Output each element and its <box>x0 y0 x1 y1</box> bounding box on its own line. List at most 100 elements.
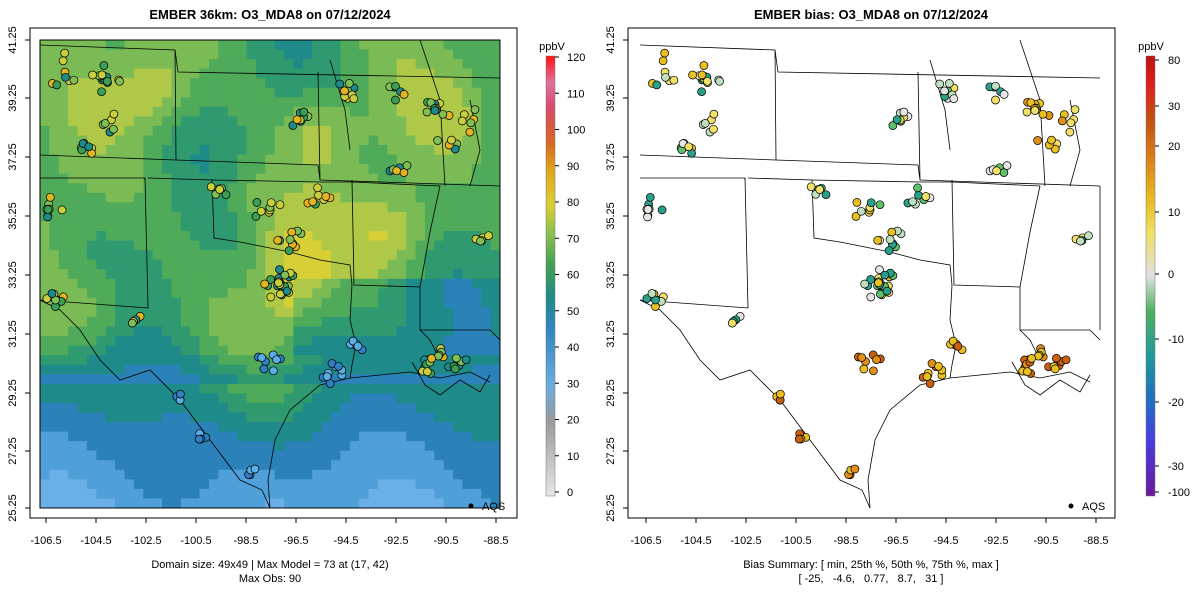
grid-cell <box>312 97 323 108</box>
grid-cell <box>284 402 294 413</box>
grid-cell <box>302 450 313 461</box>
grid-cell <box>368 97 379 108</box>
y-tick-label: 29.25 <box>7 379 19 407</box>
grid-cell <box>115 192 125 203</box>
grid-cell <box>86 87 97 98</box>
grid-cell <box>152 202 163 213</box>
grid-cell <box>58 211 69 222</box>
obs-site-marker <box>42 294 52 303</box>
grid-cell <box>227 231 238 242</box>
grid-cell <box>453 221 463 232</box>
grid-cell <box>133 192 144 203</box>
grid-cell <box>68 135 79 146</box>
bias-site-marker <box>874 278 883 288</box>
grid-cell <box>227 97 238 108</box>
grid-cell <box>312 479 323 490</box>
grid-cell <box>77 49 88 60</box>
grid-cell <box>368 164 379 175</box>
grid-cell <box>246 192 257 203</box>
grid-cell <box>443 374 454 385</box>
grid-cell <box>284 221 294 232</box>
grid-cell <box>190 259 201 270</box>
grid-cell <box>237 479 248 490</box>
grid-cell <box>490 173 500 184</box>
grid-cell <box>162 450 172 461</box>
grid-cell <box>255 345 266 356</box>
grid-cell <box>115 221 125 232</box>
state-border <box>147 177 353 286</box>
grid-cell <box>68 250 79 261</box>
grid-cell <box>302 479 313 490</box>
grid-cell <box>227 154 238 165</box>
grid-cell <box>96 145 107 156</box>
grid-cell <box>302 488 313 499</box>
grid-cell <box>302 422 313 433</box>
grid-cell <box>218 498 229 508</box>
grid-cell <box>199 498 210 508</box>
grid-cell <box>434 383 445 394</box>
grid-cell <box>434 192 445 203</box>
grid-cell <box>274 422 285 433</box>
grid-cell <box>208 49 219 60</box>
grid-cell <box>434 441 445 452</box>
grid-cell <box>377 116 388 127</box>
grid-cell <box>49 231 60 242</box>
grid-cell <box>331 116 341 127</box>
x-tick-label: -94.5 <box>933 535 958 547</box>
obs-site-marker <box>266 198 276 208</box>
grid-cell <box>199 364 210 375</box>
grid-cell <box>68 106 79 117</box>
grid-cell <box>40 488 50 499</box>
grid-cell <box>171 488 182 499</box>
grid-cell <box>302 231 313 242</box>
grid-cell <box>284 412 294 423</box>
grid-cell <box>293 40 304 51</box>
grid-cell <box>218 173 229 184</box>
obs-site-marker <box>84 142 94 152</box>
grid-cell <box>105 145 116 156</box>
grid-cell <box>312 125 323 137</box>
grid-cell <box>237 211 248 222</box>
grid-cell <box>143 441 154 452</box>
grid-cell <box>387 202 398 213</box>
grid-cell <box>77 374 88 385</box>
y-tick-label: 31.25 <box>605 320 617 348</box>
x-tick-label: -104.5 <box>680 535 711 547</box>
grid-cell <box>424 173 435 184</box>
grid-cell <box>68 221 79 232</box>
grid-cell <box>237 488 248 499</box>
grid-cell <box>453 460 463 471</box>
grid-cell <box>481 164 492 175</box>
grid-cell <box>68 192 79 203</box>
grid-cell <box>293 479 304 490</box>
grid-cell <box>396 469 407 480</box>
grid-cell <box>58 173 69 184</box>
grid-cell <box>368 450 379 461</box>
grid-cell <box>293 402 304 413</box>
y-tick-label: 35.25 <box>605 202 617 230</box>
grid-cell <box>49 441 60 452</box>
colorbar-tick-label: -30 <box>1168 461 1184 473</box>
grid-cell <box>453 336 463 347</box>
grid-cell <box>490 192 500 203</box>
grid-cell <box>143 154 154 165</box>
grid-cell <box>171 288 182 299</box>
grid-cell <box>255 106 266 117</box>
left-map <box>39 39 501 509</box>
grid-cell <box>284 383 294 394</box>
grid-cell <box>284 173 294 184</box>
grid-cell <box>321 250 332 261</box>
grid-cell <box>49 336 60 347</box>
grid-cell <box>321 40 332 51</box>
grid-cell <box>490 125 500 137</box>
grid-cell <box>406 422 417 433</box>
grid-cell <box>340 135 351 146</box>
grid-cell <box>462 49 473 60</box>
grid-cell <box>124 164 135 175</box>
grid-cell <box>246 431 257 442</box>
grid-cell <box>265 97 276 108</box>
obs-site-marker <box>97 70 107 80</box>
grid-cell <box>396 345 407 356</box>
grid-cell <box>227 307 238 318</box>
